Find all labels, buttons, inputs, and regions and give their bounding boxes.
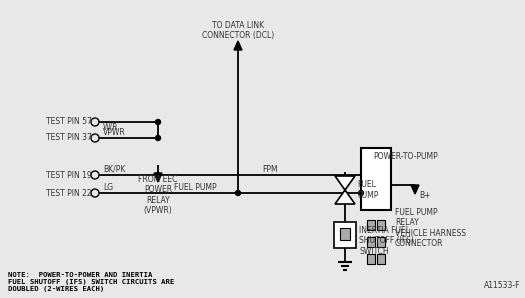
- Bar: [340, 228, 350, 240]
- Text: W/R: W/R: [103, 123, 119, 132]
- Bar: [377, 220, 385, 230]
- Text: FUEL PUMP: FUEL PUMP: [174, 183, 216, 192]
- Bar: [367, 254, 375, 264]
- Circle shape: [155, 119, 161, 125]
- Text: FROM EEC
POWER
RELAY
(VPWR): FROM EEC POWER RELAY (VPWR): [138, 175, 177, 215]
- Text: LG: LG: [103, 183, 113, 192]
- Text: TO DATA LINK
CONNECTOR (DCL): TO DATA LINK CONNECTOR (DCL): [202, 21, 274, 40]
- Bar: [377, 254, 385, 264]
- Text: POWER-TO-PUMP: POWER-TO-PUMP: [373, 152, 438, 161]
- Bar: [334, 222, 356, 248]
- Text: B+: B+: [419, 190, 430, 199]
- Circle shape: [91, 134, 99, 142]
- Bar: [377, 237, 385, 247]
- Text: BK/PK: BK/PK: [103, 165, 125, 174]
- Text: TEST PIN 19: TEST PIN 19: [46, 170, 92, 179]
- Circle shape: [91, 189, 99, 197]
- Bar: [367, 220, 375, 230]
- Text: TEST PIN 22: TEST PIN 22: [46, 189, 92, 198]
- Polygon shape: [234, 41, 242, 50]
- Bar: [367, 237, 375, 247]
- Polygon shape: [335, 176, 355, 204]
- Text: FUEL PUMP
RELAY
VEHICLE HARNESS
CONNECTOR: FUEL PUMP RELAY VEHICLE HARNESS CONNECTO…: [395, 208, 466, 248]
- Bar: [361, 148, 391, 210]
- Polygon shape: [154, 173, 162, 182]
- Circle shape: [155, 136, 161, 140]
- Circle shape: [236, 190, 240, 195]
- Text: TEST PIN 57: TEST PIN 57: [46, 117, 92, 126]
- Circle shape: [91, 171, 99, 179]
- Circle shape: [155, 173, 161, 178]
- Text: FPM: FPM: [262, 165, 278, 174]
- Circle shape: [359, 190, 363, 195]
- Text: INERTIA FUEL
SHUTOFF (IFS)
SWITCH: INERTIA FUEL SHUTOFF (IFS) SWITCH: [359, 226, 414, 256]
- Text: VPWR: VPWR: [103, 128, 126, 137]
- Text: FUEL
PUMP: FUEL PUMP: [357, 180, 379, 200]
- Text: NOTE:  POWER-TO-POWER AND INERTIA
FUEL SHUTOFF (IFS) SWITCH CIRCUITS ARE
DOUBLED: NOTE: POWER-TO-POWER AND INERTIA FUEL SH…: [8, 272, 174, 292]
- Text: TEST PIN 37: TEST PIN 37: [46, 134, 92, 142]
- Circle shape: [91, 118, 99, 126]
- Polygon shape: [411, 185, 419, 194]
- Text: A11533-F: A11533-F: [484, 281, 520, 290]
